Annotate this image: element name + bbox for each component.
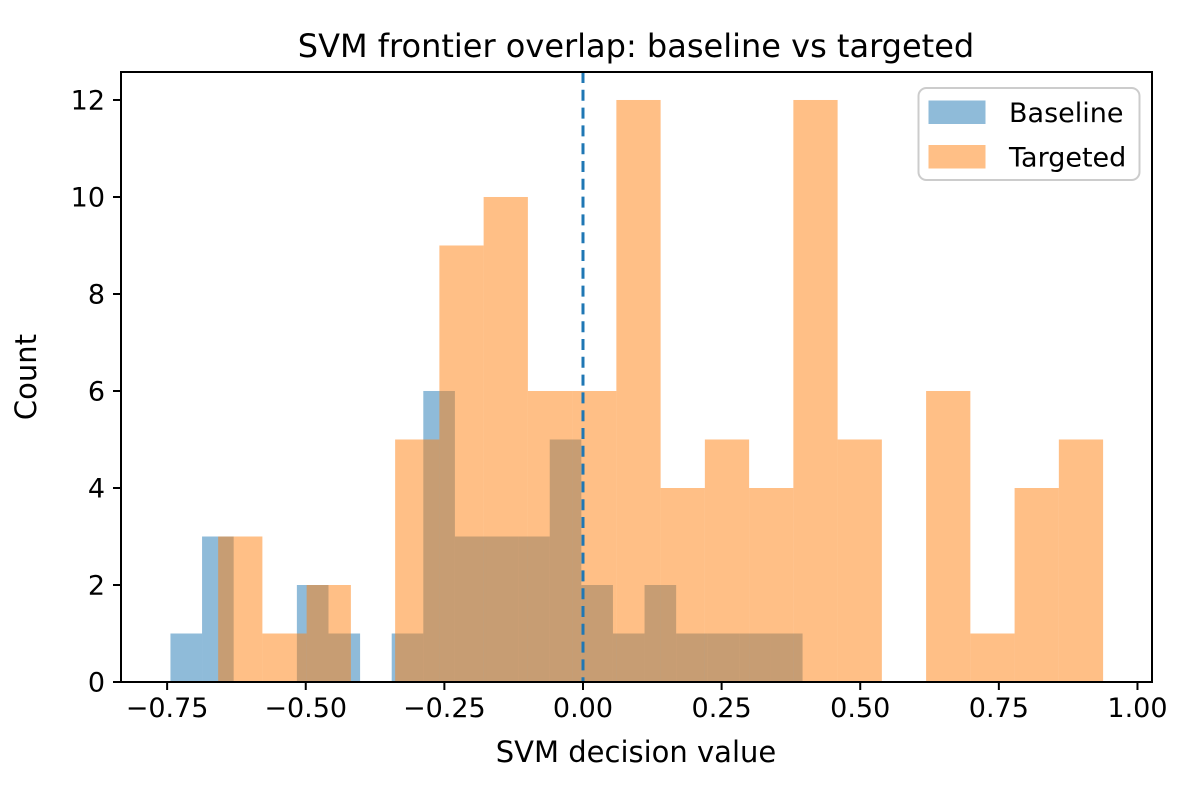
- x-tick-label: 0.00: [553, 693, 613, 724]
- y-axis-label: Count: [9, 334, 43, 420]
- x-tick-label: 1.00: [1107, 693, 1167, 724]
- x-tick-label: 0.50: [830, 693, 890, 724]
- x-axis-label: SVM decision value: [496, 735, 776, 769]
- bar-targeted-2: [306, 585, 351, 682]
- bar-targeted-12: [749, 488, 794, 682]
- x-tick-label: −0.25: [403, 693, 486, 724]
- bar-targeted-7: [527, 390, 573, 682]
- bar-targeted-1: [262, 633, 307, 682]
- bar-targeted-0: [218, 536, 263, 682]
- bar-baseline-0: [170, 633, 203, 682]
- legend-swatch-baseline: [928, 100, 986, 124]
- y-tick-label: 0: [88, 668, 105, 699]
- bar-targeted-18: [1014, 488, 1059, 682]
- legend: Baseline Targeted: [917, 87, 1141, 181]
- bar-targeted-13: [793, 99, 838, 683]
- bar-targeted-19: [1058, 439, 1104, 682]
- axes-ticks: −0.75 −0.50 −0.25 0.00 0.25 0.50 0.75 1.00 0 2 4 6 8…: [71, 85, 1168, 724]
- y-tick-label: 2: [88, 570, 105, 601]
- x-tick-label: −0.75: [126, 693, 209, 724]
- y-tick-label: 6: [88, 376, 105, 407]
- chart-title: SVM frontier overlap: baseline vs target…: [298, 27, 974, 65]
- legend-label-targeted: Targeted: [1008, 142, 1126, 173]
- bar-targeted-6: [483, 196, 528, 683]
- x-tick-label: −0.50: [264, 693, 347, 724]
- y-tick-label: 8: [88, 279, 105, 310]
- y-tick-label: 4: [88, 473, 105, 504]
- x-tick-label: 0.25: [692, 693, 752, 724]
- x-tick-label: 0.75: [969, 693, 1029, 724]
- legend-swatch-targeted: [928, 145, 986, 169]
- y-tick-label: 12: [71, 85, 105, 116]
- bar-targeted-8: [572, 390, 617, 682]
- bar-targeted-4: [395, 439, 440, 682]
- bar-targeted-16: [926, 390, 971, 682]
- legend-label-baseline: Baseline: [1009, 98, 1123, 129]
- bar-targeted-9: [616, 99, 661, 683]
- bar-targeted-5: [439, 245, 484, 683]
- bar-targeted-10: [660, 488, 705, 682]
- bar-targeted-17: [970, 633, 1015, 682]
- bar-targeted-11: [704, 439, 750, 682]
- plot-border: [120, 71, 1153, 683]
- bars-layer: [170, 99, 1104, 683]
- bar-targeted-14: [837, 439, 882, 682]
- y-tick-label: 10: [71, 182, 105, 213]
